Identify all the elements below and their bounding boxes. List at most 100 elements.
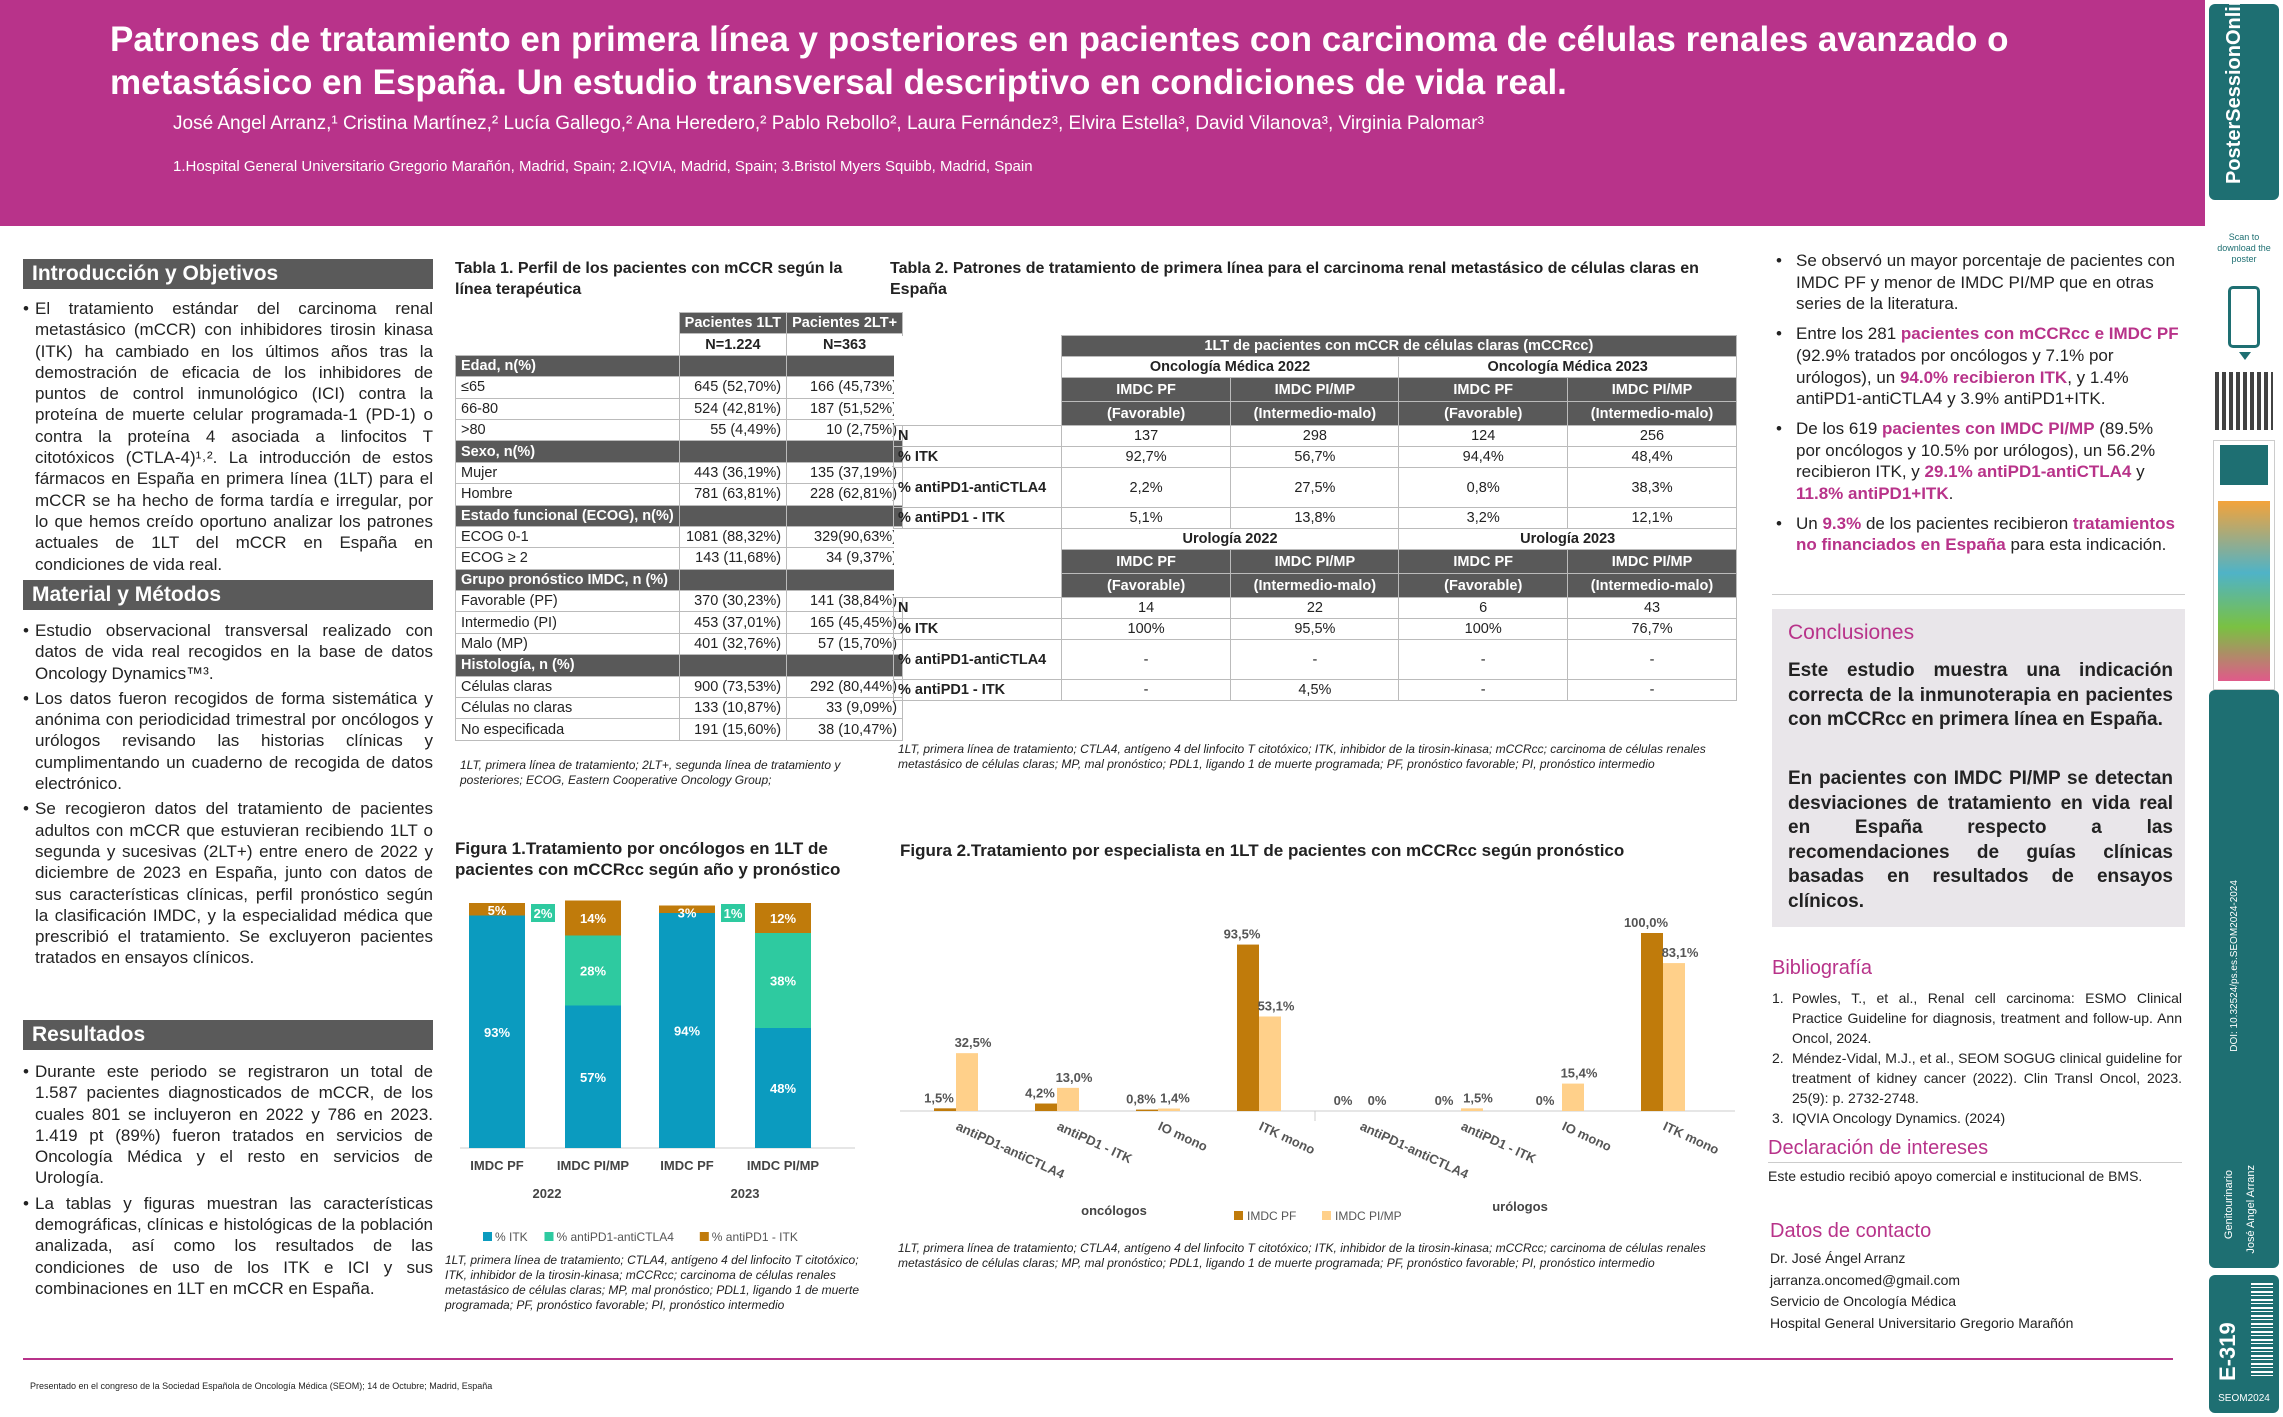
bar-label: 12% — [770, 911, 796, 926]
sidebar-info-box: DOI: 10.32524/ps.es.SEOM2024-2024 Genito… — [2209, 690, 2279, 1268]
bar — [956, 1053, 978, 1111]
sidebar-author: José Angel Arranz — [2245, 1165, 2257, 1254]
table2-cell: 13,8% — [1230, 507, 1400, 529]
table1-cell: 143 (11,68%) — [678, 547, 788, 570]
table2-cell: - — [1230, 639, 1400, 680]
table2-cell: N — [893, 425, 1062, 447]
table2-cell: % antiPD1 - ITK — [893, 679, 1062, 701]
table2-subheader: (Intermedio-malo) — [1230, 573, 1400, 598]
table1-cell: 191 (15,60%) — [678, 718, 788, 741]
bar-segment — [469, 903, 525, 916]
bar-label: 0% — [1334, 1093, 1353, 1108]
table1-group: Edad, n(%) — [455, 354, 680, 378]
legend-swatch — [699, 1232, 709, 1241]
table2-cell: - — [1398, 639, 1569, 680]
table2-block-left: Urología 2022 — [1060, 528, 1400, 550]
table1-note: 1LT, primera línea de tratamiento; 2LT+,… — [460, 758, 841, 787]
results-summary: Se observó un mayor porcentaje de pacien… — [1772, 250, 2182, 564]
bar-label: 13,0% — [1056, 1070, 1093, 1085]
doi-label: DOI: 10.32524/ps.es.SEOM2024-2024 — [2229, 880, 2240, 1052]
scan-label: Scan to download the poster — [2217, 232, 2271, 264]
bar-label: 0,8% — [1126, 1092, 1156, 1107]
bar — [1035, 1103, 1057, 1111]
table2-cell: % ITK — [893, 618, 1062, 640]
methods-item: Los datos fueron recogidos de forma sist… — [23, 688, 433, 794]
conclusions-box: Conclusiones Este estudio muestra una in… — [1772, 609, 2185, 927]
category-label: ITK mono — [1257, 1118, 1318, 1157]
table1-row: Células claras 900 (73,53%) 292 (80,44%) — [455, 675, 904, 699]
table1-col1: Pacientes 1LT — [678, 311, 788, 335]
table1-cell: 34 (9,37%) — [786, 547, 904, 570]
table2-subheader: (Favorable) — [1060, 401, 1232, 426]
table2-cell: 43 — [1567, 597, 1737, 619]
category-label: IMDC PI/MP — [747, 1158, 820, 1173]
table2-subheader: IMDC PI/MP — [1230, 377, 1400, 402]
table1-cell: 401 (32,76%) — [678, 632, 788, 656]
table1-row: ECOG 0-1 1081 (88,32%) 329(90,63%) — [455, 525, 904, 549]
table1-cell: Células no claras — [455, 697, 680, 720]
table2-cell: 22 — [1230, 597, 1400, 619]
conclusions-heading: Conclusiones — [1788, 621, 1915, 644]
legend-swatch — [483, 1232, 492, 1241]
table2-cell: - — [1398, 679, 1569, 701]
fig2-caption: Figura 2.Tratamiento por especialista en… — [900, 841, 1625, 860]
table2-cell: 95,5% — [1230, 618, 1400, 640]
bar — [1237, 944, 1259, 1111]
table1-row: No especificada 191 (15,60%) 38 (10,47%) — [455, 718, 904, 741]
table2-subheader: (Intermedio-malo) — [1567, 573, 1737, 598]
table1-row: ≤65 645 (52,70%) 166 (45,73%) — [455, 376, 904, 399]
divider — [1768, 1162, 2182, 1163]
conclusion-1: Este estudio muestra una indicación corr… — [1788, 660, 2173, 730]
biblio-list: 1. Powles, T., et al., Renal cell carcino… — [1772, 988, 2182, 1128]
table2-block-right: Urología 2023 — [1398, 528, 1737, 550]
contact-email[interactable]: jarranza.oncomed@gmail.com — [1770, 1271, 1961, 1288]
bar-label: 1,5% — [1463, 1090, 1493, 1105]
bar-label: 0% — [1435, 1093, 1454, 1108]
bar-segment — [755, 903, 811, 933]
category-label: ITK mono — [1661, 1118, 1722, 1157]
legend-label: IMDC PI/MP — [1335, 1209, 1402, 1223]
bar-label: 93% — [484, 1025, 510, 1040]
bar — [1461, 1108, 1483, 1111]
table1-group: Histología, n (%) — [455, 654, 680, 677]
table2-cell: 3,2% — [1398, 507, 1569, 529]
bar-label: 3% — [678, 906, 697, 921]
bar-label: 0% — [1536, 1093, 1555, 1108]
table1-cell: ≤65 — [455, 376, 680, 399]
intro-heading: Introducción y Objetivos — [23, 259, 433, 289]
brand-logo: PosterSessionOnline — [2223, 0, 2245, 184]
legend-label: % antiPD1 - ITK — [712, 1230, 798, 1244]
table2-cell: - — [1060, 639, 1232, 680]
poster-id: E-319 — [2215, 1322, 2240, 1381]
bar — [1158, 1108, 1180, 1111]
group-label: 2022 — [533, 1186, 562, 1201]
table1-cell: Mujer — [455, 461, 680, 485]
group-label: 2023 — [731, 1186, 760, 1201]
bar-label: 38% — [770, 974, 796, 989]
bar-label: 28% — [580, 964, 606, 979]
table1-cell: 645 (52,70%) — [678, 376, 788, 399]
table2-subheader: (Favorable) — [1060, 573, 1232, 598]
brand-logo-box: PosterSessionOnline — [2209, 0, 2279, 200]
bar-segment — [755, 1028, 811, 1148]
footer-text: Presentado en el congreso de la Sociedad… — [30, 1381, 493, 1391]
figure1-chart: 93% 2% 5% IMDC PF 57% 28% 14% IMDC PI/MP 94% 1% 3%… — [460, 900, 855, 1244]
table1-cell: 165 (45,45%) — [786, 611, 904, 634]
legend-label: % ITK — [495, 1230, 528, 1244]
biblio-item: 3. IQVIA Oncology Dynamics. (2024) — [1772, 1110, 2006, 1126]
fig1-caption: Figura 1.Tratamiento por oncólogos en 1L… — [455, 839, 841, 879]
table2: 1LT de pacientes con mCCR de células cla… — [893, 335, 1738, 701]
bar-label: 48% — [770, 1081, 796, 1096]
results-list: Durante este periodo se registraron un t… — [23, 1061, 433, 1303]
group-label: urólogos — [1492, 1199, 1548, 1214]
interests-text: Este estudio recibió apoyo comercial e i… — [1768, 1168, 2143, 1184]
category-label: antiPD1 - ITK — [1459, 1118, 1539, 1166]
table2-row: % ITK 100% 95,5% 100% 76,7% — [893, 618, 1737, 640]
poster-sidebar: PosterSessionOnline Scan to download the… — [2205, 0, 2283, 1417]
qr-code[interactable] — [2215, 372, 2273, 430]
table1-cell: Favorable (PF) — [455, 590, 680, 613]
table1-cell: 370 (30,23%) — [678, 590, 788, 613]
table2-cell: - — [1567, 679, 1737, 701]
table1-row: ECOG ≥ 2 143 (11,68%) 34 (9,37%) — [455, 547, 904, 570]
bar-label: 83,1% — [1662, 945, 1699, 960]
